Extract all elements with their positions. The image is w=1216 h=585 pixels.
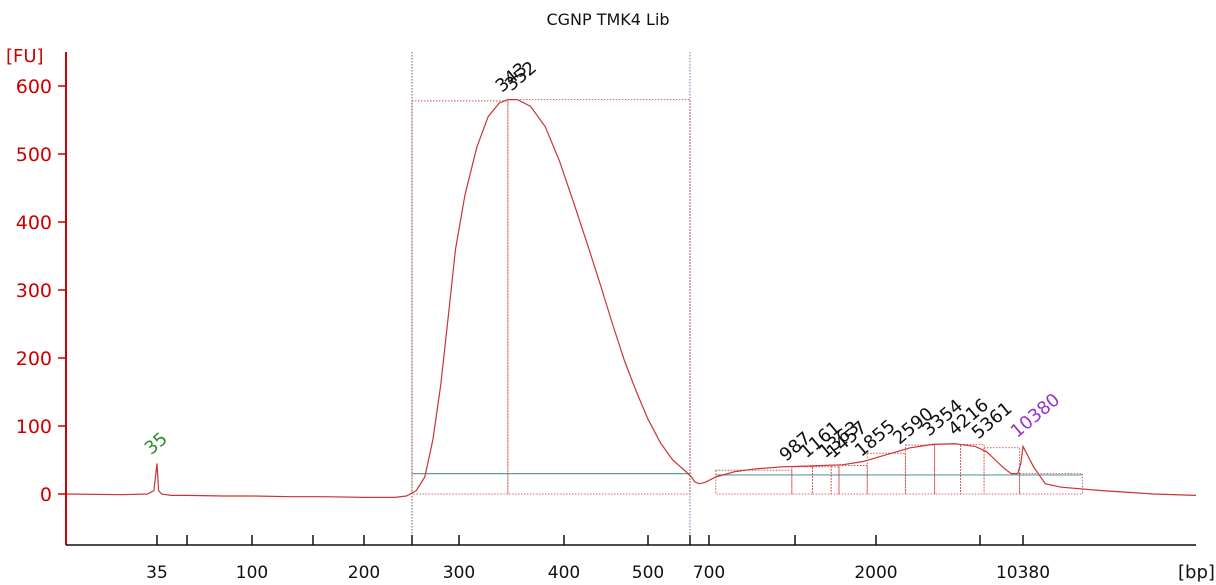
peak-region-box — [983, 447, 1021, 495]
x-tick-label: 10380 — [996, 563, 1050, 583]
axes-layer: 0 100 200 300 400 500 600 35 100 200 300 400 500 700 2… — [16, 52, 1196, 583]
x-tick-label: 2000 — [854, 563, 897, 583]
peak-region-box — [904, 444, 936, 495]
y-tick-label: 100 — [16, 416, 52, 438]
trace-line — [65, 98, 1197, 498]
x-tick-label: 300 — [443, 563, 475, 583]
x-tick-label: 100 — [236, 563, 268, 583]
x-tick-label: 700 — [693, 563, 725, 583]
x-tick-label: 200 — [348, 563, 380, 583]
peak-region-box — [934, 443, 962, 495]
y-axis-label: [FU] — [6, 46, 44, 67]
peak-label: 10380 — [1007, 389, 1064, 442]
peak-region-box — [1019, 473, 1083, 495]
chart-title: CGNP TMK4 Lib — [546, 10, 669, 29]
peak-label: 35 — [141, 428, 172, 459]
peak-region-box — [411, 100, 509, 495]
y-tick-label: 0 — [40, 484, 52, 506]
peak-region-box — [507, 99, 691, 495]
y-tick-label: 600 — [16, 76, 52, 98]
trace-layer — [65, 98, 1197, 498]
peak-region-box — [866, 452, 906, 495]
y-tick-label: 300 — [16, 280, 52, 302]
y-tick-label: 200 — [16, 348, 52, 370]
peak-region-box — [791, 466, 813, 495]
peak-region-box — [715, 469, 793, 495]
x-tick-label: 35 — [146, 563, 168, 583]
peak-region-box — [960, 443, 985, 495]
peak-region-box — [812, 466, 832, 495]
x-axis-label: [bp] — [1178, 562, 1215, 583]
x-tick-label: 400 — [548, 563, 580, 583]
x-tick-label: 500 — [632, 563, 664, 583]
y-tick-label: 500 — [16, 144, 52, 166]
labels-layer: 3534335298711611363145718552590335442165… — [141, 57, 1064, 466]
y-tick-label: 400 — [16, 212, 52, 234]
region-layer — [411, 52, 1083, 545]
peak-region-box — [830, 466, 840, 495]
peak-region-box — [838, 465, 868, 495]
